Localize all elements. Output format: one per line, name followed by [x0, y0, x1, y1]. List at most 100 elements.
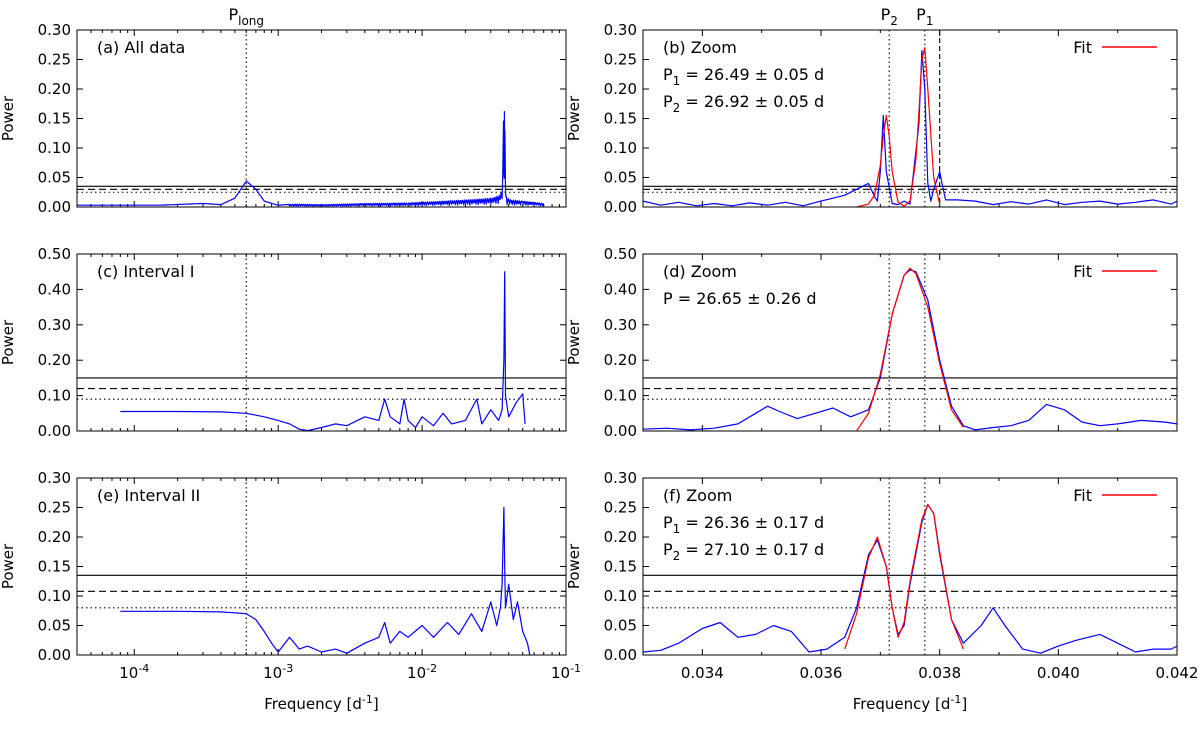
period-annotation: P = 26.65 ± 0.26 d — [663, 289, 816, 308]
top-marker-label-main: P — [881, 5, 891, 24]
period-annotation-rest: = 26.49 ± 0.05 d — [680, 65, 824, 84]
y-tick-label: 0.30 — [38, 21, 71, 39]
x-tick-label: 10-2 — [407, 662, 437, 682]
period-annotation-rest: = 26.92 ± 0.05 d — [680, 92, 824, 111]
panel-label: (a) All data — [97, 38, 185, 57]
x-tick-label: 0.042 — [1156, 664, 1199, 682]
y-tick-label: 0.15 — [604, 110, 637, 128]
y-tick-label: 0.30 — [604, 316, 637, 334]
y-axis-label: Power — [0, 95, 17, 141]
x-tick-exponent: -1 — [570, 662, 581, 675]
x-axis-label-main: Frequency [d — [264, 695, 362, 713]
y-tick-label: 0.40 — [38, 280, 71, 298]
period-annotation-subscript: 2 — [673, 549, 681, 563]
x-axis-label-main: Frequency [d — [853, 695, 951, 713]
x-tick-label: 0.038 — [918, 664, 961, 682]
panel-label: (e) Interval II — [97, 486, 200, 505]
x-tick-exponent: -4 — [138, 662, 149, 675]
y-tick-label: 0.10 — [604, 387, 637, 405]
panel-label: (f) Zoom — [663, 486, 732, 505]
x-tick-base: 10 — [263, 664, 282, 682]
top-marker-label-subscript: 2 — [890, 14, 898, 28]
power-spectrum-line — [120, 271, 526, 431]
panel-c: 0.00 0.10 0.20 0.30 0.40 0.50 (c) Interval I Po… — [0, 245, 567, 440]
y-tick-label: 0.50 — [38, 245, 71, 263]
x-tick-label: 0.040 — [1037, 664, 1080, 682]
top-marker-label: P2 — [881, 5, 898, 28]
top-marker-label: Plong — [228, 5, 264, 28]
x-tick-exponent: -2 — [426, 662, 437, 675]
y-tick-label: 0.10 — [604, 139, 637, 157]
period-annotation: P1 = 26.36 ± 0.17 d — [663, 513, 824, 536]
y-tick-label: 0.25 — [38, 51, 71, 69]
period-annotation-rest: = 26.36 ± 0.17 d — [680, 513, 824, 532]
y-tick-label: 0.10 — [38, 587, 71, 605]
y-axis-label: Power — [565, 543, 583, 589]
period-annotation-main: P — [663, 92, 673, 111]
x-axis-label-end: ] — [961, 695, 967, 713]
period-annotation-main: P — [663, 65, 673, 84]
period-annotation-rest: = 27.10 ± 0.17 d — [680, 540, 824, 559]
legend-label: Fit — [1073, 262, 1092, 281]
y-tick-label: 0.15 — [38, 558, 71, 576]
x-axis-label-end: ] — [373, 695, 379, 713]
panel-a: 0.00 0.05 0.10 0.15 0.20 0.25 0.30 (a) All data… — [0, 5, 567, 216]
y-tick-label: 0.20 — [38, 528, 71, 546]
top-marker-label-main: P — [916, 5, 926, 24]
power-spectrum-line — [120, 506, 531, 655]
legend-label: Fit — [1073, 486, 1092, 505]
x-tick-exponent: -3 — [282, 662, 293, 675]
y-tick-label: 0.00 — [604, 646, 637, 664]
legend-label: Fit — [1073, 38, 1092, 57]
plot-frame — [76, 253, 567, 432]
panel-label: (d) Zoom — [663, 262, 737, 281]
y-axis-label: Power — [0, 543, 17, 589]
y-tick-label: 0.05 — [604, 169, 637, 187]
y-tick-label: 0.00 — [38, 422, 71, 440]
panel-label: (c) Interval I — [97, 262, 194, 281]
plot-frame — [642, 29, 1178, 208]
fit-curve — [856, 267, 964, 431]
y-axis-label: Power — [565, 319, 583, 365]
fit-curve — [844, 503, 964, 650]
y-tick-label: 0.00 — [38, 646, 71, 664]
period-annotation-main: P = 26.65 ± 0.26 d — [663, 289, 816, 308]
y-tick-label: 0.10 — [38, 139, 71, 157]
plot-frame — [642, 253, 1178, 432]
y-tick-label: 0.25 — [38, 499, 71, 517]
y-tick-label: 0.20 — [38, 351, 71, 369]
y-tick-label: 0.20 — [604, 80, 637, 98]
y-tick-label: 0.30 — [38, 316, 71, 334]
period-annotation-subscript: 1 — [673, 74, 681, 88]
y-tick-label: 0.20 — [38, 80, 71, 98]
top-marker-label-subscript: 1 — [926, 14, 934, 28]
y-tick-label: 0.00 — [604, 422, 637, 440]
x-axis-label: Frequency [d-1] — [264, 693, 378, 713]
x-tick-label: 0.034 — [681, 664, 724, 682]
x-tick-label: 10-3 — [263, 662, 293, 682]
y-tick-label: 0.20 — [604, 351, 637, 369]
y-tick-label: 0.05 — [38, 169, 71, 187]
y-tick-label: 0.05 — [38, 617, 71, 635]
y-axis-label: Power — [565, 95, 583, 141]
period-annotation: P2 = 27.10 ± 0.17 d — [663, 540, 824, 563]
y-tick-label: 0.00 — [38, 198, 71, 216]
plot-frame — [642, 477, 1178, 656]
top-marker-label-main: P — [228, 5, 238, 24]
y-tick-label: 0.25 — [604, 51, 637, 69]
panel-d: 0.00 0.10 0.20 0.30 0.40 0.50 (d) Zoom P = 26.6… — [565, 245, 1178, 440]
panel-f: 0.00 0.05 0.10 0.15 0.20 0.25 0.30 0.034 0.036 0.… — [565, 469, 1198, 713]
x-axis-label: Frequency [d-1] — [853, 693, 967, 713]
x-tick-label: 10-4 — [119, 662, 149, 682]
x-axis-label-exponent: -1 — [362, 693, 373, 706]
y-tick-label: 0.50 — [604, 245, 637, 263]
top-marker-label: P1 — [916, 5, 933, 28]
period-annotation-subscript: 2 — [673, 101, 681, 115]
period-annotation-main: P — [663, 540, 673, 559]
top-marker-label-subscript: long — [238, 14, 264, 28]
plot-frame — [76, 29, 567, 208]
y-tick-label: 0.10 — [38, 387, 71, 405]
